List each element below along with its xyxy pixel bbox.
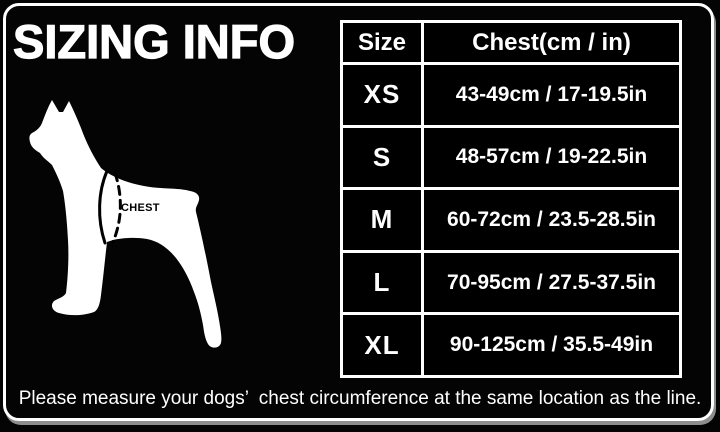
chest-cell-s: 48-57cm / 19-22.5in — [424, 127, 679, 188]
size-cell-m: M — [343, 190, 421, 250]
size-cell-l: L — [343, 252, 421, 313]
chest-measure-label: CHEST — [121, 202, 160, 214]
dog-chest-diagram: CHEST — [25, 92, 235, 362]
size-cell-xl: XL — [343, 315, 421, 375]
page-title: SIZING INFO — [12, 15, 295, 68]
size-cell-s: S — [343, 127, 421, 188]
card-border-frame — [3, 3, 714, 421]
col-header-size: Size — [343, 23, 421, 62]
size-cell-xs: XS — [343, 65, 421, 125]
measurement-note: Please measure your dogs’ chest circumfe… — [18, 388, 702, 409]
chest-cell-m: 60-72cm / 23.5-28.5in — [424, 190, 679, 250]
col-header-chest: Chest(cm / in) — [424, 23, 679, 62]
chest-cell-xl: 90-125cm / 35.5-49in — [424, 315, 679, 375]
sizing-table: Size Chest(cm / in) XS 43-49cm / 17-19.5… — [340, 20, 682, 378]
chest-girth-front-line — [98, 169, 109, 245]
chest-cell-l: 70-95cm / 27.5-37.5in — [424, 252, 679, 313]
chest-cell-xs: 43-49cm / 17-19.5in — [424, 65, 679, 125]
dog-body-shape — [29, 100, 222, 348]
chest-girth-dashed-line — [111, 171, 122, 244]
dog-silhouette-icon: CHEST — [29, 100, 222, 348]
